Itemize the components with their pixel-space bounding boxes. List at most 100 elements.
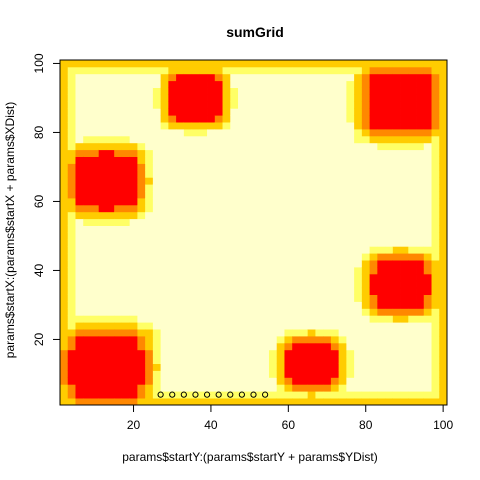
heatmap-cell xyxy=(121,60,131,68)
heatmap-cell xyxy=(176,370,185,378)
heatmap-cell xyxy=(253,322,262,330)
heatmap-cell xyxy=(121,80,131,88)
heatmap-cell xyxy=(330,391,340,399)
heatmap-cell xyxy=(207,87,216,95)
heatmap-cell xyxy=(307,80,316,88)
heatmap-cell xyxy=(439,384,448,392)
heatmap-cell xyxy=(330,122,340,130)
heatmap-cell xyxy=(392,101,401,109)
heatmap-cell xyxy=(354,101,363,109)
heatmap-cell xyxy=(114,66,123,75)
heatmap-cell xyxy=(160,287,169,295)
heatmap-cell xyxy=(354,377,363,385)
heatmap-cell xyxy=(323,391,332,399)
heatmap-cell xyxy=(60,342,69,351)
heatmap-cell xyxy=(129,322,138,330)
heatmap-cell xyxy=(276,204,285,213)
heatmap-cell xyxy=(253,329,262,337)
heatmap-cell xyxy=(121,287,131,295)
heatmap-cell xyxy=(199,391,208,399)
heatmap-cell xyxy=(83,156,92,164)
heatmap-cell xyxy=(276,384,285,392)
heatmap-cell xyxy=(431,135,440,144)
heatmap-cell xyxy=(416,156,425,164)
x-axis: 20 40 60 80 100 xyxy=(127,404,453,432)
heatmap-cell xyxy=(416,163,425,171)
heatmap-cell xyxy=(60,246,69,254)
heatmap-cell xyxy=(114,294,123,302)
heatmap-cell xyxy=(354,349,363,358)
heatmap-cell xyxy=(346,336,355,344)
heatmap-cell xyxy=(408,253,417,261)
heatmap-cell xyxy=(439,239,448,247)
heatmap-cell xyxy=(377,377,386,385)
heatmap-cell xyxy=(292,80,301,88)
heatmap-cell xyxy=(299,73,309,82)
heatmap-cell xyxy=(214,280,223,289)
heatmap-cell xyxy=(160,329,169,337)
heatmap-cell xyxy=(299,204,309,213)
heatmap-cell xyxy=(214,287,223,295)
heatmap-cell xyxy=(60,260,69,268)
heatmap-cell xyxy=(207,370,216,378)
heatmap-cell xyxy=(392,232,401,240)
heatmap-cell xyxy=(276,87,285,95)
heatmap-cell xyxy=(276,225,285,233)
heatmap-cell xyxy=(416,177,425,185)
heatmap-cell xyxy=(114,122,123,130)
heatmap-cell xyxy=(168,101,177,109)
heatmap-cell xyxy=(284,115,293,123)
heatmap-cell xyxy=(75,356,84,364)
heatmap-cell xyxy=(431,232,440,240)
heatmap-cell xyxy=(199,122,208,130)
heatmap-cell xyxy=(431,142,440,151)
heatmap-cell xyxy=(191,280,200,289)
heatmap-cell xyxy=(299,191,309,199)
heatmap-cell xyxy=(346,267,355,275)
heatmap-cell xyxy=(230,370,239,378)
heatmap-cell xyxy=(121,115,131,123)
heatmap-cell xyxy=(176,280,185,289)
heatmap-cell xyxy=(207,287,216,295)
heatmap-cell xyxy=(160,301,169,309)
heatmap-cell xyxy=(160,108,169,116)
heatmap-cell xyxy=(67,60,76,68)
heatmap-cell xyxy=(160,115,169,123)
heatmap-cell xyxy=(268,135,278,144)
heatmap-cell xyxy=(152,115,162,123)
heatmap-cell xyxy=(238,246,247,254)
heatmap-cell xyxy=(253,191,262,199)
heatmap-cell xyxy=(338,163,347,171)
heatmap-cell xyxy=(284,384,293,392)
heatmap-cell xyxy=(385,315,394,323)
heatmap-cell xyxy=(98,342,107,351)
heatmap-cell xyxy=(106,156,115,164)
heatmap-cell xyxy=(183,336,192,344)
heatmap-cell xyxy=(400,211,409,220)
heatmap-cell xyxy=(315,66,324,75)
heatmap-cell xyxy=(369,101,378,109)
heatmap-cell xyxy=(114,73,123,82)
heatmap-cell xyxy=(385,80,394,88)
heatmap-cell xyxy=(145,349,154,358)
heatmap-cell xyxy=(400,239,409,247)
heatmap-cell xyxy=(214,80,223,88)
heatmap-cell xyxy=(416,329,425,337)
heatmap-cell xyxy=(323,398,332,406)
heatmap-cell xyxy=(361,60,370,68)
heatmap-cell xyxy=(400,101,409,109)
heatmap-cell xyxy=(323,211,332,220)
heatmap-cell xyxy=(114,142,123,151)
heatmap-cell xyxy=(106,260,115,268)
heatmap-cell xyxy=(60,329,69,337)
heatmap-cell xyxy=(168,253,177,261)
heatmap-cell xyxy=(176,287,185,295)
heatmap-cell xyxy=(176,211,185,220)
heatmap-cell xyxy=(307,73,316,82)
heatmap-cell xyxy=(114,60,123,68)
point-marker xyxy=(157,391,164,398)
heatmap-cell xyxy=(361,260,370,268)
heatmap-cell xyxy=(439,73,448,82)
heatmap-cell xyxy=(168,356,177,364)
heatmap-cell xyxy=(67,87,76,95)
